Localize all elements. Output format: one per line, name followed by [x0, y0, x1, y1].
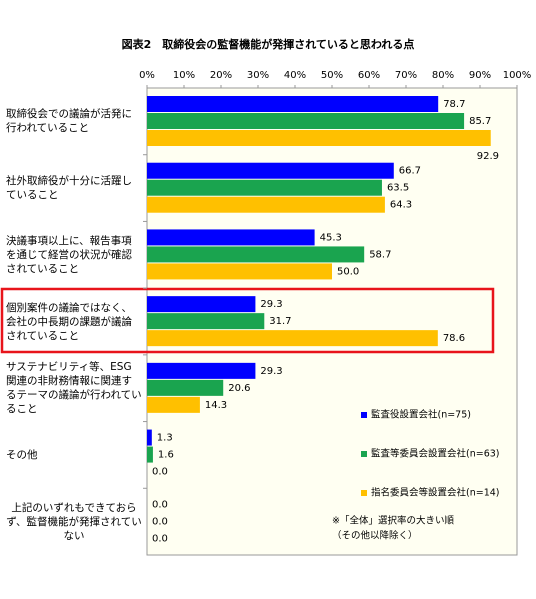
legend-swatch [361, 412, 367, 418]
data-label: 45.3 [320, 232, 342, 243]
note: （その他以降除く） [332, 530, 418, 542]
legend-label: 監査等委員会設置会社(n=63) [371, 448, 499, 460]
data-label: 29.3 [260, 366, 282, 377]
data-label: 92.9 [477, 151, 499, 162]
category-label: サステナビリティ等、ESG関連の非財務情報に関連するテーマの議論が行われているこ… [6, 361, 142, 416]
bar [147, 263, 332, 280]
legend-label: 指名委員会等設置会社(n=14) [371, 487, 499, 499]
category-label: 決議事項以上に、報告事項を通じて経営の状況が確認されていること [6, 234, 132, 275]
category-label: 個別案件の議論ではなく、会社の中長期の課題が議論されていること [6, 301, 132, 342]
bar [147, 162, 394, 179]
bar [147, 446, 153, 463]
data-label: 0.0 [152, 499, 168, 510]
data-label: 14.3 [205, 400, 227, 411]
data-label: 1.6 [158, 450, 174, 461]
category-label: 社外取締役が十分に活躍していること [6, 175, 132, 202]
x-tick-label: 90% [469, 70, 491, 81]
bar [147, 396, 200, 413]
note: ※「全体」選択率の大きい順 [332, 515, 454, 527]
data-label: 78.6 [443, 333, 465, 344]
bar [147, 313, 265, 330]
x-tick-label: 40% [284, 70, 306, 81]
bar [147, 429, 152, 446]
data-label: 1.3 [157, 433, 173, 444]
bar [147, 229, 315, 246]
chart-title: 図表2 取締役会の監督機能が発揮されていると思われる点 [122, 37, 415, 51]
data-label: 64.3 [390, 200, 412, 211]
bar [147, 130, 491, 146]
x-tick-label: 100% [503, 70, 532, 81]
bar [147, 330, 438, 347]
category-label: その他 [6, 448, 38, 461]
x-tick-label: 0% [139, 70, 155, 81]
data-label: 0.0 [152, 516, 168, 527]
x-tick-label: 20% [210, 70, 232, 81]
data-label: 66.7 [399, 166, 421, 177]
bar [147, 296, 256, 313]
bar [147, 246, 365, 263]
x-tick-label: 60% [358, 70, 380, 81]
x-tick-label: 70% [395, 70, 417, 81]
category-label: 取締役会での議論が活発に行われていること [6, 108, 132, 135]
x-tick-label: 50% [321, 70, 343, 81]
legend-label: 監査役設置会社(n=75) [371, 409, 471, 421]
bar [147, 362, 256, 379]
highlight-box [0, 287, 495, 354]
data-label: 58.7 [369, 249, 391, 260]
bar [147, 113, 465, 129]
x-tick-label: 80% [432, 70, 454, 81]
x-tick-label: 10% [173, 70, 195, 81]
data-label: 50.0 [337, 266, 359, 277]
bar [147, 96, 439, 112]
legend-swatch [361, 451, 367, 457]
legend-swatch [361, 490, 367, 496]
data-label: 29.3 [260, 299, 282, 310]
data-label: 31.7 [269, 316, 291, 327]
data-label: 20.6 [228, 383, 250, 394]
bar [147, 196, 385, 213]
data-label: 78.7 [443, 99, 465, 110]
data-label: 63.5 [387, 183, 409, 194]
bar [147, 379, 224, 396]
data-label: 85.7 [469, 116, 491, 127]
bar [147, 179, 382, 196]
x-tick-label: 30% [247, 70, 269, 81]
data-label: 0.0 [152, 467, 168, 478]
data-label: 0.0 [152, 533, 168, 544]
category-label: 上記のいずれもできておらず、監督機能が発揮されていない [6, 501, 142, 542]
